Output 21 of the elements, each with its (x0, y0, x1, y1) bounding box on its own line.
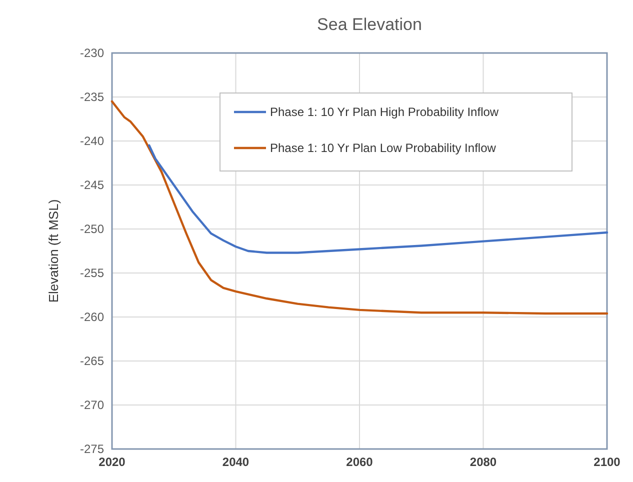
legend-label: Phase 1: 10 Yr Plan Low Probability Inflow (270, 141, 496, 156)
x-tick-label: 2020 (98, 455, 126, 469)
chart-title: Sea Elevation (317, 15, 422, 34)
y-tick-label: -245 (80, 178, 104, 192)
y-axis-title: Elevation (ft MSL) (46, 199, 61, 303)
x-tick-label: 2080 (470, 455, 497, 469)
y-tick-label: -255 (80, 266, 104, 280)
y-tick-label: -265 (80, 354, 104, 368)
x-tick-label: 2040 (222, 455, 250, 469)
x-tick-label: 2100 (594, 455, 621, 469)
y-tick-label: -260 (80, 310, 104, 324)
y-tick-label: -275 (80, 442, 104, 456)
x-tick-label: 2060 (346, 455, 374, 469)
y-tick-label: -240 (80, 134, 104, 148)
line-series (148, 144, 608, 254)
line-series (110, 100, 608, 315)
y-tick-label: -235 (80, 90, 104, 104)
legend-label: Phase 1: 10 Yr Plan High Probability Inflow (270, 105, 499, 120)
y-tick-label: -230 (80, 46, 104, 60)
y-tick-label: -270 (80, 398, 104, 412)
y-tick-label: -250 (80, 222, 104, 236)
